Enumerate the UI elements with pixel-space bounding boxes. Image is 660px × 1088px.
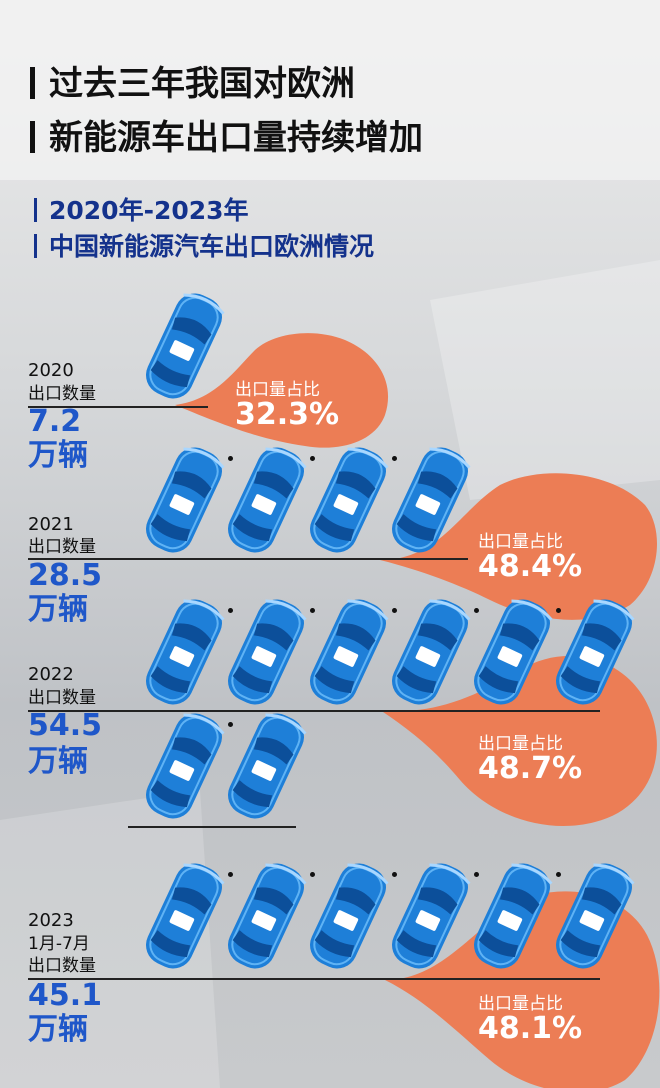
- row-rule-2022-b: [128, 826, 296, 828]
- car-icon: [304, 592, 392, 712]
- share-value-2023: 48.1%: [478, 1011, 583, 1046]
- subtitle-line-1: 2020年-2023年: [34, 196, 249, 226]
- separator-dot: [228, 456, 233, 461]
- unit-label-2023: 万辆: [28, 1012, 88, 1047]
- car-icon: [222, 440, 310, 560]
- separator-dot: [228, 722, 233, 727]
- share-blob-2021: [380, 473, 657, 620]
- row-rule-2020: [28, 406, 208, 408]
- value-label-2022: 54.5: [28, 708, 103, 743]
- export-label-2022: 出口数量: [28, 688, 96, 708]
- car-icon: [386, 440, 474, 560]
- value-label-2023: 45.1: [28, 978, 103, 1013]
- separator-dot: [474, 872, 479, 877]
- separator-dot: [392, 608, 397, 613]
- car-icon: [468, 856, 556, 976]
- separator-dot: [310, 608, 315, 613]
- car-icon: [386, 856, 474, 976]
- year-label-2020: 2020: [28, 360, 74, 381]
- car-icon: [468, 592, 556, 712]
- car-icon: [222, 856, 310, 976]
- period-label-2023: 1月-7月: [28, 934, 90, 954]
- share-value-2021: 48.4%: [478, 549, 583, 584]
- year-label-2021: 2021: [28, 514, 74, 535]
- title-line-2: 新能源车出口量持续增加: [30, 118, 423, 158]
- row-rule-2023: [28, 978, 600, 980]
- row-rule-2022: [28, 710, 600, 712]
- separator-dot: [392, 872, 397, 877]
- share-label-2020: 出口量占比: [235, 380, 320, 400]
- export-label-2020: 出口数量: [28, 384, 96, 404]
- share-value-2020: 32.3%: [235, 397, 340, 432]
- car-icon: [550, 592, 638, 712]
- value-label-2021: 28.5: [28, 558, 103, 593]
- export-label-2023: 出口数量: [28, 956, 96, 976]
- separator-dot: [310, 456, 315, 461]
- year-label-2023: 2023: [28, 910, 74, 931]
- separator-dot: [556, 608, 561, 613]
- car-icon: [304, 440, 392, 560]
- share-label-2022: 出口量占比: [478, 734, 563, 754]
- car-icon: [222, 592, 310, 712]
- unit-label-2021: 万辆: [28, 592, 88, 627]
- car-icon: [222, 706, 310, 826]
- export-label-2021: 出口数量: [28, 537, 96, 557]
- subtitle-line-2: 中国新能源汽车出口欧洲情况: [34, 232, 374, 262]
- car-icon: [140, 440, 228, 560]
- car-icon: [140, 286, 228, 406]
- car-icon: [550, 856, 638, 976]
- car-icon: [386, 592, 474, 712]
- share-label-2023: 出口量占比: [478, 994, 563, 1014]
- share-value-2022: 48.7%: [478, 751, 583, 786]
- value-label-2020: 7.2: [28, 404, 82, 439]
- share-label-2021: 出口量占比: [478, 532, 563, 552]
- car-icon: [140, 856, 228, 976]
- year-label-2022: 2022: [28, 664, 74, 685]
- unit-label-2020: 万辆: [28, 438, 88, 473]
- separator-dot: [228, 872, 233, 877]
- title-line-1: 过去三年我国对欧洲: [30, 64, 355, 104]
- share-blob-2020: [175, 333, 389, 448]
- unit-label-2022: 万辆: [28, 744, 88, 779]
- car-icon: [140, 706, 228, 826]
- separator-dot: [392, 456, 397, 461]
- row-rule-2021: [28, 558, 468, 560]
- separator-dot: [228, 608, 233, 613]
- separator-dot: [474, 608, 479, 613]
- car-icon: [304, 856, 392, 976]
- separator-dot: [556, 872, 561, 877]
- car-icon: [140, 592, 228, 712]
- separator-dot: [310, 872, 315, 877]
